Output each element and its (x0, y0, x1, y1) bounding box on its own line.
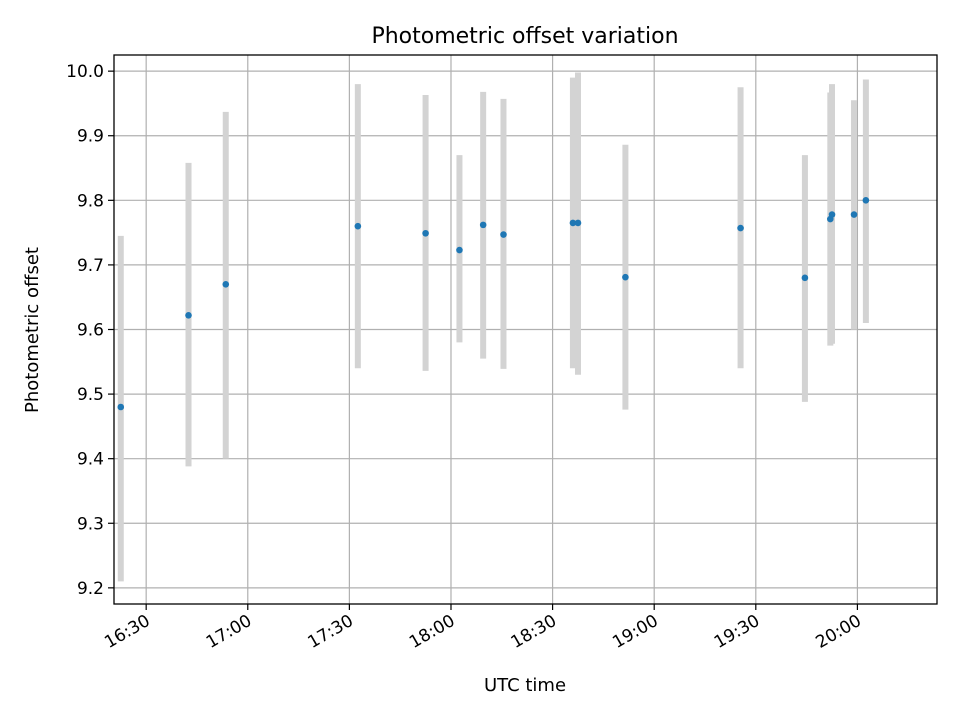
data-point (422, 229, 429, 237)
data-point (828, 211, 836, 218)
data-point (185, 311, 192, 319)
y-tick-label: 9.2 (77, 579, 104, 599)
data-point (117, 403, 125, 411)
data-points (117, 197, 870, 411)
y-axis-label: Photometric offset (22, 247, 43, 413)
y-tick-label: 9.3 (77, 514, 104, 534)
data-point (850, 211, 858, 218)
data-point (222, 280, 230, 288)
x-axis-label: UTC time (484, 675, 566, 696)
data-point (479, 221, 487, 229)
data-point (569, 219, 577, 227)
y-tick-label: 9.8 (77, 191, 104, 211)
chart-title: Photometric offset variation (371, 24, 678, 49)
y-tick-label: 9.9 (77, 127, 104, 147)
data-point (801, 274, 809, 282)
data-point (354, 222, 362, 230)
y-tick-label: 9.7 (77, 256, 104, 276)
data-point (456, 246, 463, 254)
grid (114, 55, 937, 604)
y-tick-label: 9.6 (77, 321, 104, 341)
y-tick-label: 10.0 (66, 62, 104, 82)
data-point (737, 224, 744, 232)
y-tick-label: 9.5 (77, 385, 104, 405)
y-tick-label: 9.4 (77, 450, 104, 470)
data-point (574, 219, 582, 227)
data-point (862, 197, 870, 204)
data-point (500, 231, 507, 238)
data-point (622, 273, 629, 281)
